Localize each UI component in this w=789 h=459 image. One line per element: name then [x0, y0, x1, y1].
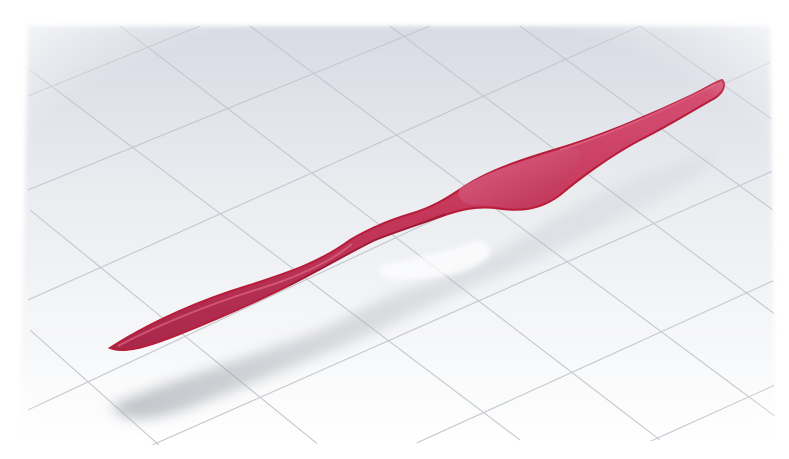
vignette-overlay — [0, 0, 789, 459]
3d-viewport[interactable] — [0, 0, 789, 459]
scene-canvas — [0, 0, 789, 459]
